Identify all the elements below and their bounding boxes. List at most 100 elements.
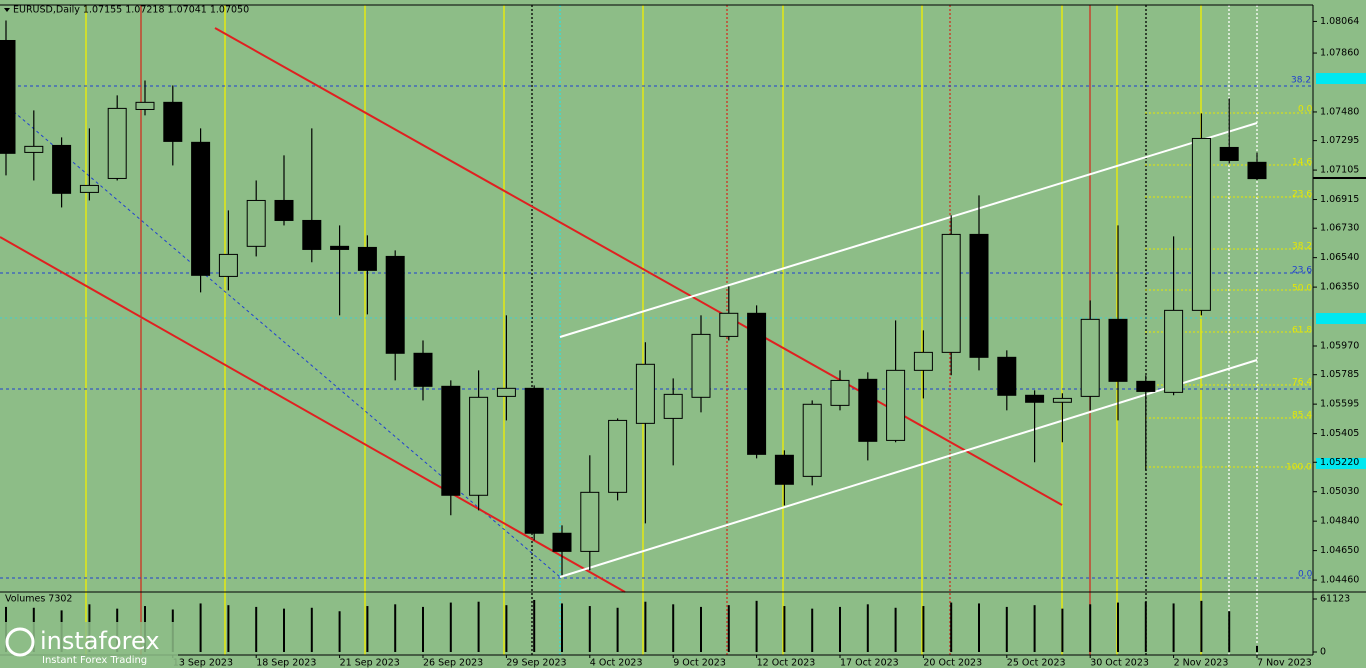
volume-bar	[894, 607, 897, 652]
volume-bar	[839, 606, 841, 652]
y-tick-label: 1.05970	[1320, 341, 1359, 352]
x-tick-label: 12 Oct 2023	[757, 658, 816, 668]
fib-label: 76.4	[1292, 378, 1312, 388]
y-tick-label: 61123	[1320, 594, 1350, 605]
volume-bar	[866, 604, 869, 652]
volume-bar	[644, 601, 647, 652]
fib-label: 100.0	[1286, 463, 1312, 473]
candle-body	[691, 333, 711, 398]
x-tick-label: 26 Sep 2023	[423, 658, 483, 668]
x-tick-label: 29 Sep 2023	[506, 658, 566, 668]
x-tick-label: 17 Oct 2023	[840, 658, 899, 668]
volume-bar	[199, 603, 202, 652]
candle-body	[0, 39, 16, 154]
volume-bar	[1200, 600, 1203, 652]
candle-body	[1108, 318, 1128, 382]
y-tick-label: 1.04840	[1320, 516, 1359, 527]
logo-icon	[5, 627, 35, 657]
y-tick-label: 1.06350	[1320, 282, 1359, 293]
candle-body	[107, 107, 127, 179]
candle-body	[135, 101, 155, 110]
y-tick-label: 1.08064	[1320, 16, 1359, 27]
candle-body	[1025, 394, 1045, 403]
fib-label: 14.6	[1292, 158, 1312, 168]
y-tick-label: 1.06730	[1320, 223, 1359, 234]
logo: instaforex Instant Forex Trading	[0, 622, 178, 668]
candle-body	[997, 356, 1017, 396]
candle-body	[163, 101, 183, 142]
volume-bar	[1228, 611, 1231, 652]
fib-label: 61.8	[1292, 326, 1312, 336]
menu-icon	[4, 8, 10, 12]
candle-body	[747, 312, 767, 455]
volume-bar	[811, 608, 814, 652]
y-tick-label: 1.07480	[1320, 106, 1359, 117]
x-tick-label: 18 Sep 2023	[256, 658, 316, 668]
volume-bar	[950, 602, 953, 652]
volume-bar	[1144, 601, 1147, 652]
axis-marker	[1316, 458, 1366, 469]
candle-body	[802, 403, 822, 477]
candle-body	[469, 396, 489, 496]
volume-bar	[394, 604, 397, 652]
volume-bar	[255, 606, 258, 652]
candle-body	[330, 245, 350, 250]
y-tick-label: 1.04460	[1320, 575, 1359, 586]
candle-body	[1164, 309, 1184, 393]
volume-bar	[283, 608, 285, 652]
volume-bar	[700, 606, 702, 652]
volume-bar	[338, 611, 341, 652]
candle-body	[719, 312, 739, 337]
axis-marker	[1316, 313, 1366, 324]
fib-label: 38.2	[1292, 242, 1312, 252]
volume-bar	[588, 606, 591, 652]
x-tick-label: 30 Oct 2023	[1090, 658, 1149, 668]
x-tick-label: 20 Oct 2023	[923, 658, 982, 668]
channel-lines	[0, 27, 1258, 593]
y-tick-label: 1.07860	[1320, 48, 1359, 59]
chart-title: EURUSD,Daily 1.07155 1.07218 1.07041 1.0…	[13, 5, 249, 16]
y-tick-label: 1.07295	[1320, 135, 1359, 146]
volume-bar	[449, 602, 452, 652]
x-tick-label: 25 Oct 2023	[1007, 658, 1066, 668]
x-tick-label: 9 Oct 2023	[673, 658, 726, 668]
price-axis-bg	[1313, 0, 1366, 668]
candle-body	[774, 454, 794, 485]
y-tick-label: 1.05405	[1320, 428, 1359, 439]
volume-bar	[1089, 604, 1092, 652]
candle-body	[24, 145, 44, 153]
candle-body	[552, 532, 572, 552]
fib-label: 50.0	[1292, 284, 1312, 294]
x-tick-label: 4 Oct 2023	[590, 658, 643, 668]
x-tick-label: 13 Sep 2023	[173, 658, 233, 668]
candle-body	[191, 141, 211, 276]
fib-label: 38.2	[1291, 76, 1311, 86]
volume-bar	[1061, 608, 1064, 652]
candle-body	[635, 363, 655, 424]
y-tick-label: 1.05785	[1320, 369, 1359, 380]
volume-bar	[755, 600, 758, 652]
axis-marker	[1316, 73, 1366, 84]
candle-body	[941, 233, 961, 353]
volume-bar	[978, 603, 980, 652]
volume-bar	[477, 601, 480, 652]
y-tick-label: 1.06540	[1320, 252, 1359, 263]
candle-body	[1247, 161, 1267, 180]
candle-body	[496, 387, 516, 397]
volume-bar	[783, 606, 786, 652]
logo-bg	[0, 622, 178, 668]
y-tick-label: 1.07105	[1320, 165, 1359, 176]
candle-body	[413, 352, 433, 387]
fib-label: 23.6	[1292, 266, 1312, 276]
candles	[0, 20, 1267, 576]
candle-body	[608, 419, 628, 493]
candle-body	[524, 387, 544, 534]
volume-bar	[310, 607, 313, 652]
candle-body	[218, 253, 238, 277]
candle-body	[663, 393, 683, 419]
fib-label: 85.4	[1292, 411, 1312, 421]
candle-body	[1191, 137, 1211, 311]
volume-bar	[227, 605, 230, 652]
volume-bar	[727, 605, 730, 652]
